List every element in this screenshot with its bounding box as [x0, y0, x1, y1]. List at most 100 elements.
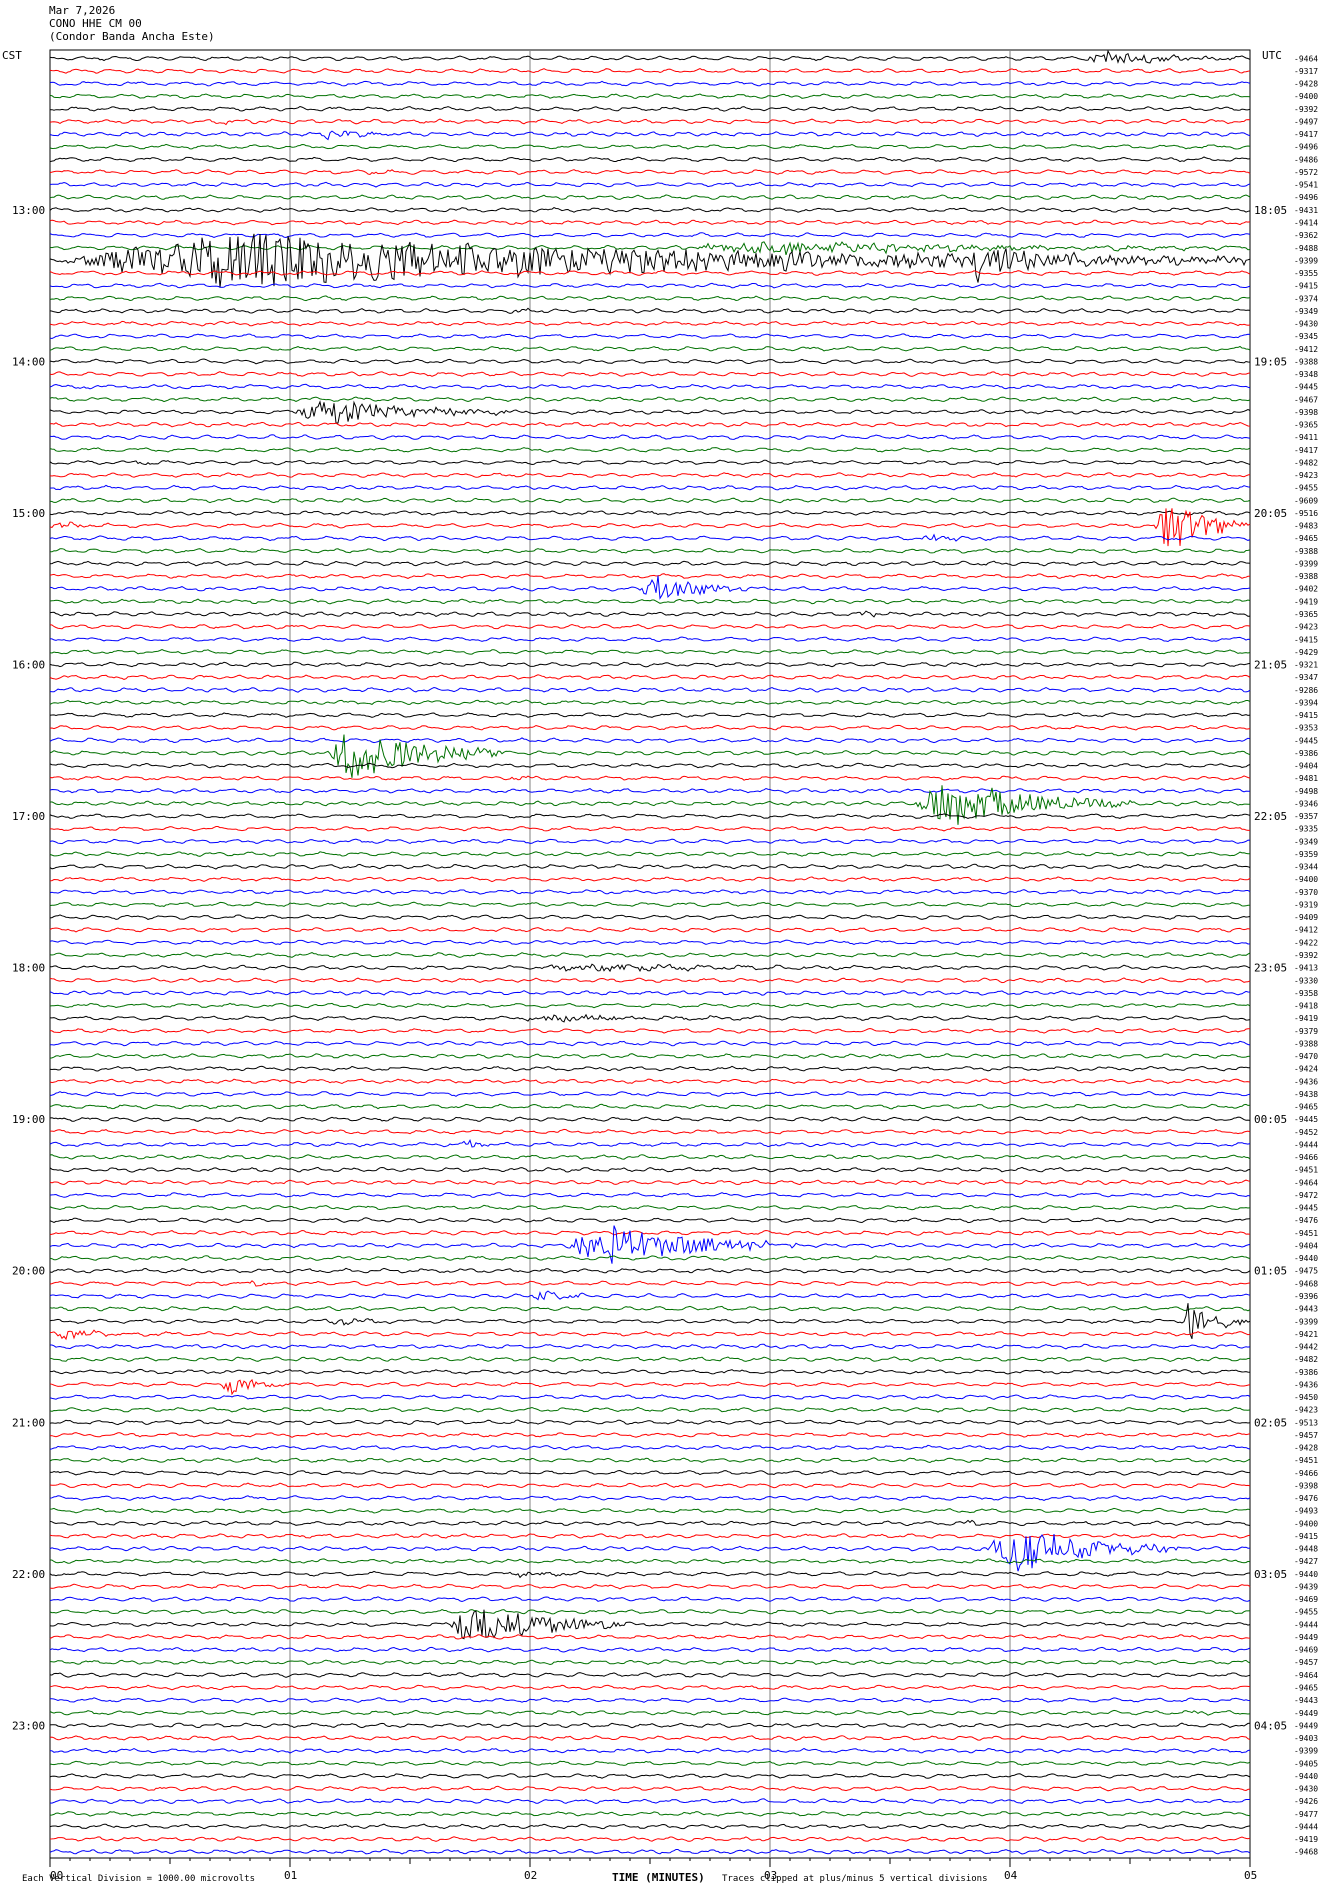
- trace-line-35: [49, 497, 1251, 504]
- right-hour-label: 00:05: [1254, 1113, 1287, 1126]
- trace-line-113: [49, 1482, 1251, 1489]
- trace-mean-label: -9392: [1294, 951, 1318, 960]
- trace-line-23: [49, 345, 1251, 352]
- trace-mean-label: -9469: [1294, 1595, 1318, 1604]
- left-hour-label: 13:00: [12, 204, 45, 217]
- trace-line-37: [49, 508, 1251, 547]
- trace-line-3: [49, 93, 1251, 100]
- trace-line-22: [49, 333, 1251, 340]
- trace-line-42: [49, 575, 1251, 600]
- trace-mean-label: -9451: [1294, 1456, 1318, 1465]
- trace-line-29: [49, 421, 1251, 428]
- trace-line-105: [49, 1378, 1251, 1396]
- trace-line-18: [49, 282, 1251, 289]
- trace-line-7: [49, 143, 1251, 150]
- trace-mean-label: -9405: [1294, 1759, 1318, 1768]
- trace-mean-label: -9467: [1294, 395, 1318, 404]
- trace-mean-label: -9422: [1294, 938, 1318, 947]
- trace-line-6: [49, 130, 1251, 141]
- trace-mean-label: -9444: [1294, 1822, 1318, 1831]
- trace-mean-label: -9345: [1294, 332, 1318, 341]
- trace-mean-label: -9493: [1294, 1507, 1318, 1516]
- trace-mean-label: -9440: [1294, 1254, 1318, 1263]
- trace-line-9: [49, 169, 1251, 176]
- trace-mean-label: -9398: [1294, 408, 1318, 417]
- trace-mean-label: -9386: [1294, 749, 1318, 758]
- right-hour-label: 22:05: [1254, 810, 1287, 823]
- trace-mean-label: -9438: [1294, 1090, 1318, 1099]
- trace-mean-label: -9388: [1294, 572, 1318, 581]
- trace-mean-label: -9436: [1294, 1077, 1318, 1086]
- trace-line-39: [49, 548, 1251, 554]
- trace-mean-label: -9465: [1294, 534, 1318, 543]
- trace-line-120: [49, 1570, 1251, 1579]
- trace-mean-label: -9516: [1294, 509, 1318, 518]
- trace-mean-label: -9365: [1294, 421, 1318, 430]
- trace-line-64: [49, 863, 1251, 870]
- trace-line-46: [49, 636, 1251, 643]
- right-hour-label: 04:05: [1254, 1719, 1287, 1732]
- trace-mean-label: -9319: [1294, 900, 1318, 909]
- trace-line-26: [49, 383, 1251, 390]
- trace-line-13: [49, 219, 1251, 226]
- trace-line-41: [49, 573, 1251, 579]
- trace-mean-label: -9344: [1294, 863, 1318, 872]
- left-hour-label: 16:00: [12, 659, 45, 672]
- trace-mean-label: -9413: [1294, 964, 1318, 973]
- trace-mean-label: -9464: [1294, 1671, 1318, 1680]
- trace-mean-label: -9477: [1294, 1810, 1318, 1819]
- trace-mean-label: -9443: [1294, 1696, 1318, 1705]
- trace-mean-label: -9398: [1294, 1481, 1318, 1490]
- trace-line-70: [49, 939, 1251, 946]
- trace-line-40: [49, 560, 1251, 567]
- trace-line-34: [49, 484, 1251, 491]
- trace-mean-label: -9431: [1294, 206, 1318, 215]
- trace-line-61: [50, 825, 1251, 832]
- trace-mean-label: -9388: [1294, 547, 1318, 556]
- trace-mean-label: -9415: [1294, 282, 1318, 291]
- trace-line-17: [49, 270, 1251, 276]
- trace-line-30: [49, 434, 1251, 441]
- trace-mean-label: -9349: [1294, 307, 1318, 316]
- trace-line-43: [49, 598, 1251, 605]
- trace-mean-label: -9470: [1294, 1052, 1318, 1061]
- trace-mean-label: -9449: [1294, 1721, 1318, 1730]
- trace-line-48: [49, 661, 1251, 668]
- trace-line-98: [49, 1290, 1251, 1301]
- trace-line-4: [49, 105, 1251, 112]
- trace-line-1: [49, 68, 1251, 74]
- trace-mean-label: -9411: [1294, 433, 1318, 442]
- left-hour-label: 23:00: [12, 1719, 45, 1732]
- trace-mean-label: -9445: [1294, 1204, 1318, 1213]
- trace-mean-label: -9417: [1294, 446, 1318, 455]
- trace-mean-label: -9572: [1294, 168, 1318, 177]
- trace-mean-label: -9465: [1294, 1103, 1318, 1112]
- trace-mean-label: -9466: [1294, 1469, 1318, 1478]
- trace-mean-label: -9428: [1294, 1444, 1318, 1453]
- trace-line-27: [49, 396, 1251, 403]
- trace-line-114: [49, 1495, 1251, 1501]
- trace-line-54: [49, 737, 1251, 744]
- trace-line-53: [49, 724, 1251, 731]
- trace-line-28: [49, 400, 1251, 424]
- trace-mean-label: -9429: [1294, 648, 1318, 657]
- trace-line-126: [49, 1646, 1251, 1653]
- trace-mean-label: -9415: [1294, 1532, 1318, 1541]
- trace-mean-label: -9428: [1294, 80, 1318, 89]
- trace-line-104: [49, 1368, 1251, 1375]
- trace-mean-label: -9412: [1294, 345, 1318, 354]
- trace-line-57: [49, 775, 1251, 781]
- trace-mean-label: -9464: [1294, 54, 1318, 63]
- trace-mean-label: -9497: [1294, 117, 1318, 126]
- trace-line-101: [49, 1329, 1251, 1341]
- trace-mean-label: -9464: [1294, 1178, 1318, 1187]
- trace-line-84: [49, 1116, 1251, 1122]
- trace-mean-label: -9424: [1294, 1065, 1318, 1074]
- left-hour-label: 19:00: [12, 1113, 45, 1126]
- trace-line-89: [49, 1179, 1251, 1186]
- trace-line-11: [49, 194, 1251, 200]
- trace-mean-label: -9402: [1294, 585, 1318, 594]
- trace-line-90: [49, 1192, 1251, 1198]
- trace-line-94: [49, 1225, 1251, 1264]
- trace-line-115: [49, 1507, 1251, 1514]
